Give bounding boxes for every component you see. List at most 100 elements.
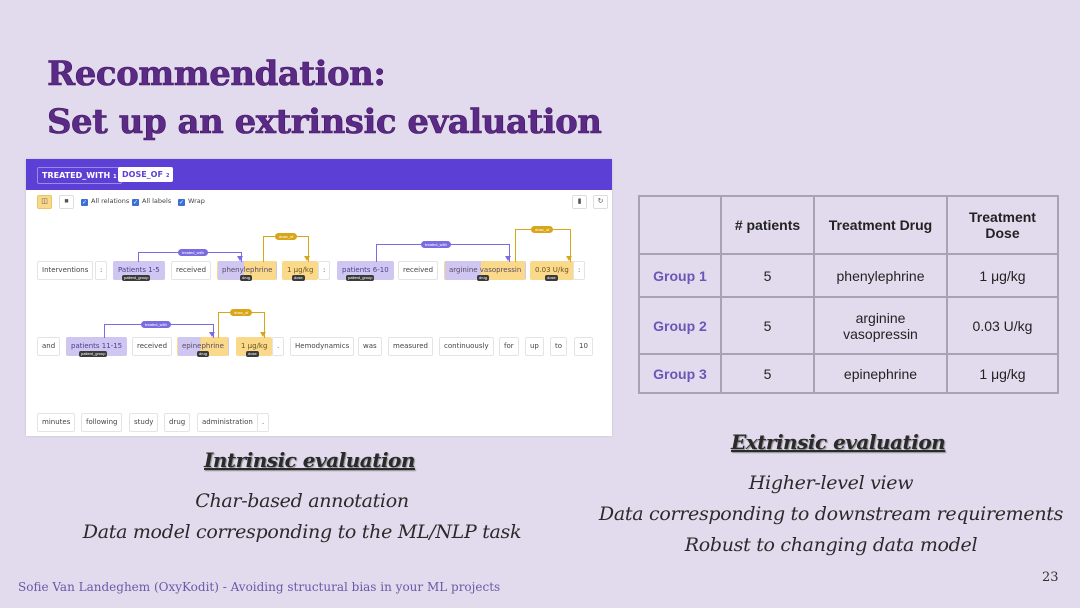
span-label-patient-group: patient_group [346,275,375,281]
footer-text: Sofie Van Landeghem (OxyKodit) - Avoidin… [18,580,501,594]
table-header-patients: # patients [720,195,815,255]
token[interactable]: : [318,261,331,280]
tab-label: DOSE_OF [122,170,163,179]
token[interactable]: : [573,261,586,280]
token[interactable]: received [171,261,212,280]
table-row: Group 1 5 phenylephrine 1 μg/kg [638,253,1059,298]
tab-dose-of[interactable]: DOSE_OF 2 [118,167,174,182]
extrinsic-title: Extrinsic evaluation [731,430,946,454]
all-relations-checkbox[interactable]: ✓ All relations [81,197,129,206]
checkbox-label: Wrap [188,197,205,205]
arrow-icon [304,256,310,261]
patients-cell: 5 [720,353,815,394]
span-label-dose: dose [246,351,259,357]
token-drug[interactable]: arginine vasopressin [444,261,527,280]
car-icon[interactable]: ◫ [37,195,52,209]
intrinsic-line: Data model corresponding to the ML/NLP t… [82,521,522,543]
span-label-dose: dose [292,275,305,281]
intrinsic-line: Char-based annotation [195,490,409,512]
slide-title-line1: Recommendation: [47,54,387,95]
wrap-checkbox[interactable]: ✓ Wrap [178,197,205,206]
trash-icon[interactable]: ▮ [572,195,587,209]
token[interactable]: was [358,337,382,356]
patients-cell: 5 [720,296,815,355]
token-drug[interactable]: phenylephrine [217,261,278,280]
token[interactable]: following [81,413,123,432]
token[interactable]: drug [164,413,191,432]
arrow-icon [237,256,243,261]
drug-cell: arginine vasopressin [813,296,948,355]
token[interactable]: to [550,337,568,356]
arrow-icon [260,332,266,337]
token[interactable]: measured [388,337,433,356]
arrow-icon [209,332,215,337]
table-header-dose: Treatment Dose [946,195,1059,255]
table-header-drug: Treatment Drug [813,195,948,255]
arc-label-dose-of: dose_of [531,226,554,233]
token[interactable]: minutes [37,413,76,432]
token[interactable]: Interventions [37,261,94,280]
refresh-icon[interactable]: ↻ [593,195,608,209]
token[interactable]: study [129,413,159,432]
checkbox-checked-icon: ✓ [81,199,88,206]
intrinsic-title: Intrinsic evaluation [204,448,415,472]
dose-cell: 1 μg/kg [946,253,1059,298]
arc-label-treated-with: treated_with [141,321,171,328]
token[interactable]: Hemodynamics [290,337,355,356]
patients-cell: 5 [720,253,815,298]
span-label-dose: dose [545,275,558,281]
checkbox-checked-icon: ✓ [178,199,185,206]
token[interactable]: continuously [439,337,494,356]
arc-label-treated-with: treated_with [178,249,208,256]
arrow-icon [505,256,511,261]
treatment-table: # patients Treatment Drug Treatment Dose… [638,195,1059,394]
slide-title: Recommendation: Set up an extrinsic eval… [47,50,603,146]
speaker-icon[interactable]: ■ [59,195,74,209]
span-label-drug: drug [477,275,490,281]
group-label: Group 1 [638,253,722,298]
token[interactable]: administration [197,413,258,432]
tab-count: 1 [113,174,117,180]
extrinsic-line: Robust to changing data model [684,534,978,556]
token[interactable]: . [272,337,285,356]
token[interactable]: 10 [574,337,593,356]
page-number: 23 [1042,570,1059,585]
token[interactable]: : [95,261,108,280]
table-header-row: # patients Treatment Drug Treatment Dose [638,195,1059,255]
tab-count: 2 [165,173,170,179]
relation-tabs-bar: TREATED_WITH 1 DOSE_OF 2 [26,159,612,190]
token-drug[interactable]: epinephrine [177,337,229,356]
token[interactable]: and [37,337,61,356]
arc-label-treated-with: treated_with [421,241,451,248]
dose-cell: 1 μg/kg [946,353,1059,394]
token[interactable]: received [132,337,173,356]
arrow-icon [566,256,572,261]
dose-cell: 0.03 U/kg [946,296,1059,355]
table-header-empty [638,195,722,255]
table-row: Group 2 5 arginine vasopressin 0.03 U/kg [638,296,1059,355]
checkbox-label: All relations [91,197,130,205]
checkbox-label: All labels [142,197,172,205]
checkbox-checked-icon: ✓ [132,199,139,206]
token[interactable]: up [525,337,544,356]
group-label: Group 2 [638,296,722,355]
tab-label: TREATED_WITH [42,171,111,180]
annotation-toolbar: ◫ ■ ✓ All relations ✓ All labels ✓ Wrap ▮ ↻ [37,195,608,209]
all-labels-checkbox[interactable]: ✓ All labels [132,197,171,206]
span-label-drug: drug [240,275,253,281]
extrinsic-line: Data corresponding to downstream require… [598,503,1064,525]
extrinsic-line: Higher-level view [748,472,914,494]
token[interactable]: received [398,261,439,280]
drug-cell: epinephrine [813,353,948,394]
table-row: Group 3 5 epinephrine 1 μg/kg [638,353,1059,394]
group-label: Group 3 [638,353,722,394]
token[interactable]: . [257,413,270,432]
tab-treated-with[interactable]: TREATED_WITH 1 [37,167,122,184]
slide-title-line2: Set up an extrinsic evaluation [47,102,603,143]
span-label-patient-group: patient_group [79,351,108,357]
arc-label-dose-of: dose_of [275,233,298,240]
token[interactable]: for [499,337,519,356]
arc-label-dose-of: dose_of [230,309,253,316]
span-label-patient-group: patient_group [122,275,151,281]
arc-dose-of [515,229,571,262]
